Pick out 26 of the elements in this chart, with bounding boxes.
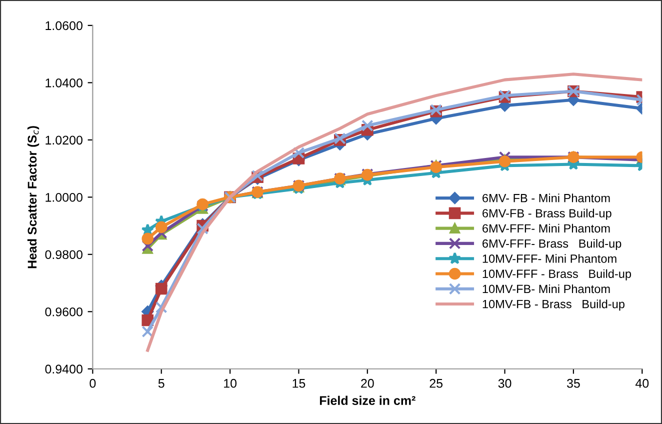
- x-tick-label: 30: [498, 378, 512, 388]
- y-tick-label: 0.9800: [45, 250, 82, 260]
- x-tick-label: 0: [90, 378, 96, 388]
- legend-label: 6MV- FB - Mini Phantom: [482, 194, 610, 202]
- legend-label: 10MV-FFF - Brass Build-up: [482, 269, 632, 280]
- legend-label: 6MV-FB - Brass Build-up: [482, 208, 612, 220]
- y-tick-label: 1.0000: [46, 192, 82, 202]
- x-axis-title: Field size in cm²: [320, 396, 416, 405]
- x-tick-label: 20: [361, 378, 374, 388]
- y-tick-label: 1.0600: [46, 21, 82, 30]
- legend-label: 10MV-FFF- Mini Phantom: [482, 254, 616, 263]
- x-tick-label: 5: [158, 379, 164, 388]
- y-axis-title: Head Scatter Factor (S$_{c}$): [27, 126, 40, 268]
- y-tick-label: 1.0200: [46, 136, 82, 145]
- legend-label: 10MV-FB - Brass Build-up: [482, 300, 624, 311]
- x-tick-label: 40: [635, 378, 649, 388]
- y-tick-label: 0.9600: [45, 307, 82, 316]
- x-tick-label: 15: [292, 379, 306, 388]
- x-tick-label: 35: [566, 378, 580, 388]
- legend-label: 10MV-FB- Mini Phantom: [482, 284, 610, 294]
- legend-label: 6MV-FFF- Brass Build-up: [482, 239, 622, 250]
- x-tick-label: 25: [430, 378, 443, 388]
- y-tick-label: 0.9400: [45, 364, 82, 374]
- x-tick-label: 10: [224, 378, 237, 388]
- legend-label: 6MV-FFF- Mini Phantom: [482, 224, 610, 233]
- y-tick-label: 1.0400: [46, 78, 82, 88]
